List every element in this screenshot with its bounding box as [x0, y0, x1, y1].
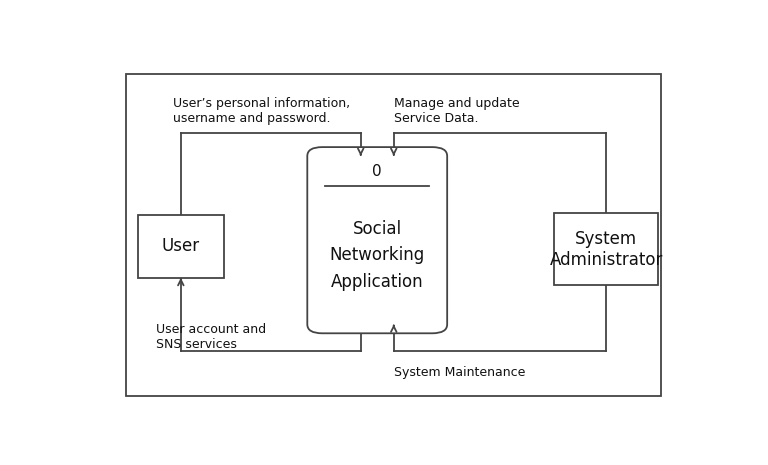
- Text: System
Administrator: System Administrator: [550, 230, 663, 269]
- Text: System Maintenance: System Maintenance: [393, 366, 525, 379]
- Text: User’s personal information,
username and password.: User’s personal information, username an…: [174, 97, 350, 125]
- Text: User: User: [162, 238, 200, 255]
- FancyBboxPatch shape: [307, 147, 447, 333]
- FancyBboxPatch shape: [126, 73, 661, 396]
- FancyBboxPatch shape: [137, 215, 224, 278]
- Text: Social
Networking
Application: Social Networking Application: [329, 220, 425, 291]
- Text: 0: 0: [372, 164, 382, 179]
- FancyBboxPatch shape: [554, 213, 658, 285]
- Text: Manage and update
Service Data.: Manage and update Service Data.: [393, 97, 519, 125]
- Text: User account and
SNS services: User account and SNS services: [155, 323, 266, 351]
